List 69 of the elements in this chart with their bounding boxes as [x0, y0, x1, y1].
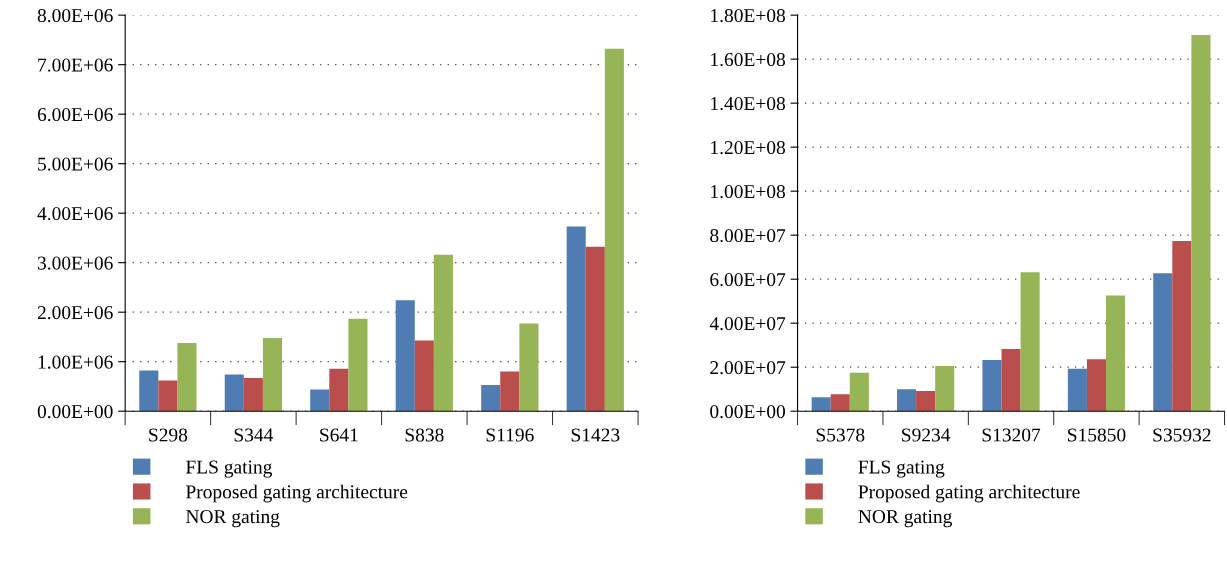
- y-tick-label: 2.00E+07: [710, 361, 786, 375]
- x-tick-label: S641: [320, 428, 358, 442]
- bar: [1172, 240, 1192, 412]
- legend-label: Proposed gating architecture: [185, 484, 408, 503]
- x-tick-label: S1196: [486, 428, 534, 442]
- x-tick-label: S15850: [1068, 428, 1126, 442]
- bar: [224, 374, 244, 412]
- bar: [395, 300, 415, 412]
- y-tick-label: 1.80E+08: [711, 8, 786, 23]
- bar: [177, 342, 197, 412]
- bar: [1153, 273, 1173, 412]
- legend-label: NOR gating: [185, 510, 280, 528]
- bar: [916, 390, 936, 412]
- legend-label: FLS gating: [185, 460, 273, 478]
- x-tick-label: S1423: [571, 428, 620, 442]
- bar: [1191, 34, 1211, 412]
- y-tick-label: 8.00E+06: [37, 8, 113, 23]
- x-tick-label: S35932: [1153, 428, 1211, 442]
- y-tick-label: 7.00E+06: [38, 58, 113, 72]
- bar: [585, 246, 605, 412]
- bar: [481, 384, 501, 412]
- bar: [310, 389, 330, 412]
- bar: [1086, 359, 1106, 412]
- y-tick-label: 4.00E+06: [37, 207, 113, 221]
- legend-label: NOR gating: [858, 510, 952, 528]
- x-tick-label: S5378: [816, 428, 865, 442]
- y-tick-label: 0.00E+00: [710, 405, 786, 419]
- y-tick-label: 1.60E+08: [711, 52, 786, 67]
- x-tick-label: S9234: [902, 428, 951, 442]
- y-tick-label: 4.00E+07: [709, 317, 786, 331]
- bar: [243, 378, 263, 412]
- bar: [519, 323, 539, 412]
- legend-label: FLS gating: [858, 460, 945, 478]
- y-tick-label: 2.00E+06: [37, 306, 113, 320]
- x-tick-label: S298: [149, 428, 188, 442]
- y-tick-label: 0.00E+00: [37, 405, 113, 419]
- bar: [604, 48, 624, 412]
- x-tick-label: S344: [234, 428, 274, 442]
- bar: [566, 226, 586, 412]
- y-tick-label: 8.00E+07: [710, 229, 786, 243]
- bar: [1001, 348, 1021, 412]
- y-tick-label: 1.20E+08: [711, 140, 786, 155]
- bar: [982, 359, 1002, 412]
- bar: [139, 370, 159, 412]
- y-tick-label: 6.00E+06: [37, 107, 113, 122]
- y-tick-label: 3.00E+06: [37, 256, 113, 270]
- y-tick-label: 1.00E+06: [38, 355, 113, 369]
- bar: [1067, 368, 1087, 412]
- bar: [849, 372, 869, 412]
- y-tick-label: 1.40E+08: [711, 96, 786, 111]
- bar: [935, 365, 955, 412]
- bar: [158, 380, 178, 412]
- bar: [414, 340, 434, 412]
- legend-label: Proposed gating architecture: [858, 484, 1080, 503]
- x-tick-label: S13207: [982, 428, 1041, 442]
- bar: [830, 394, 850, 412]
- bar: [897, 389, 917, 412]
- x-tick-label: S838: [405, 428, 444, 442]
- bar: [348, 318, 368, 412]
- bar: [811, 397, 831, 412]
- bar: [433, 254, 453, 412]
- bar: [262, 337, 283, 412]
- bar: [329, 368, 349, 412]
- bar: [1020, 272, 1040, 412]
- y-tick-label: 6.00E+07: [710, 273, 786, 287]
- y-tick-label: 5.00E+06: [38, 157, 113, 171]
- bar: [1105, 295, 1126, 412]
- bar: [500, 371, 520, 412]
- y-tick-label: 1.00E+08: [711, 184, 786, 199]
